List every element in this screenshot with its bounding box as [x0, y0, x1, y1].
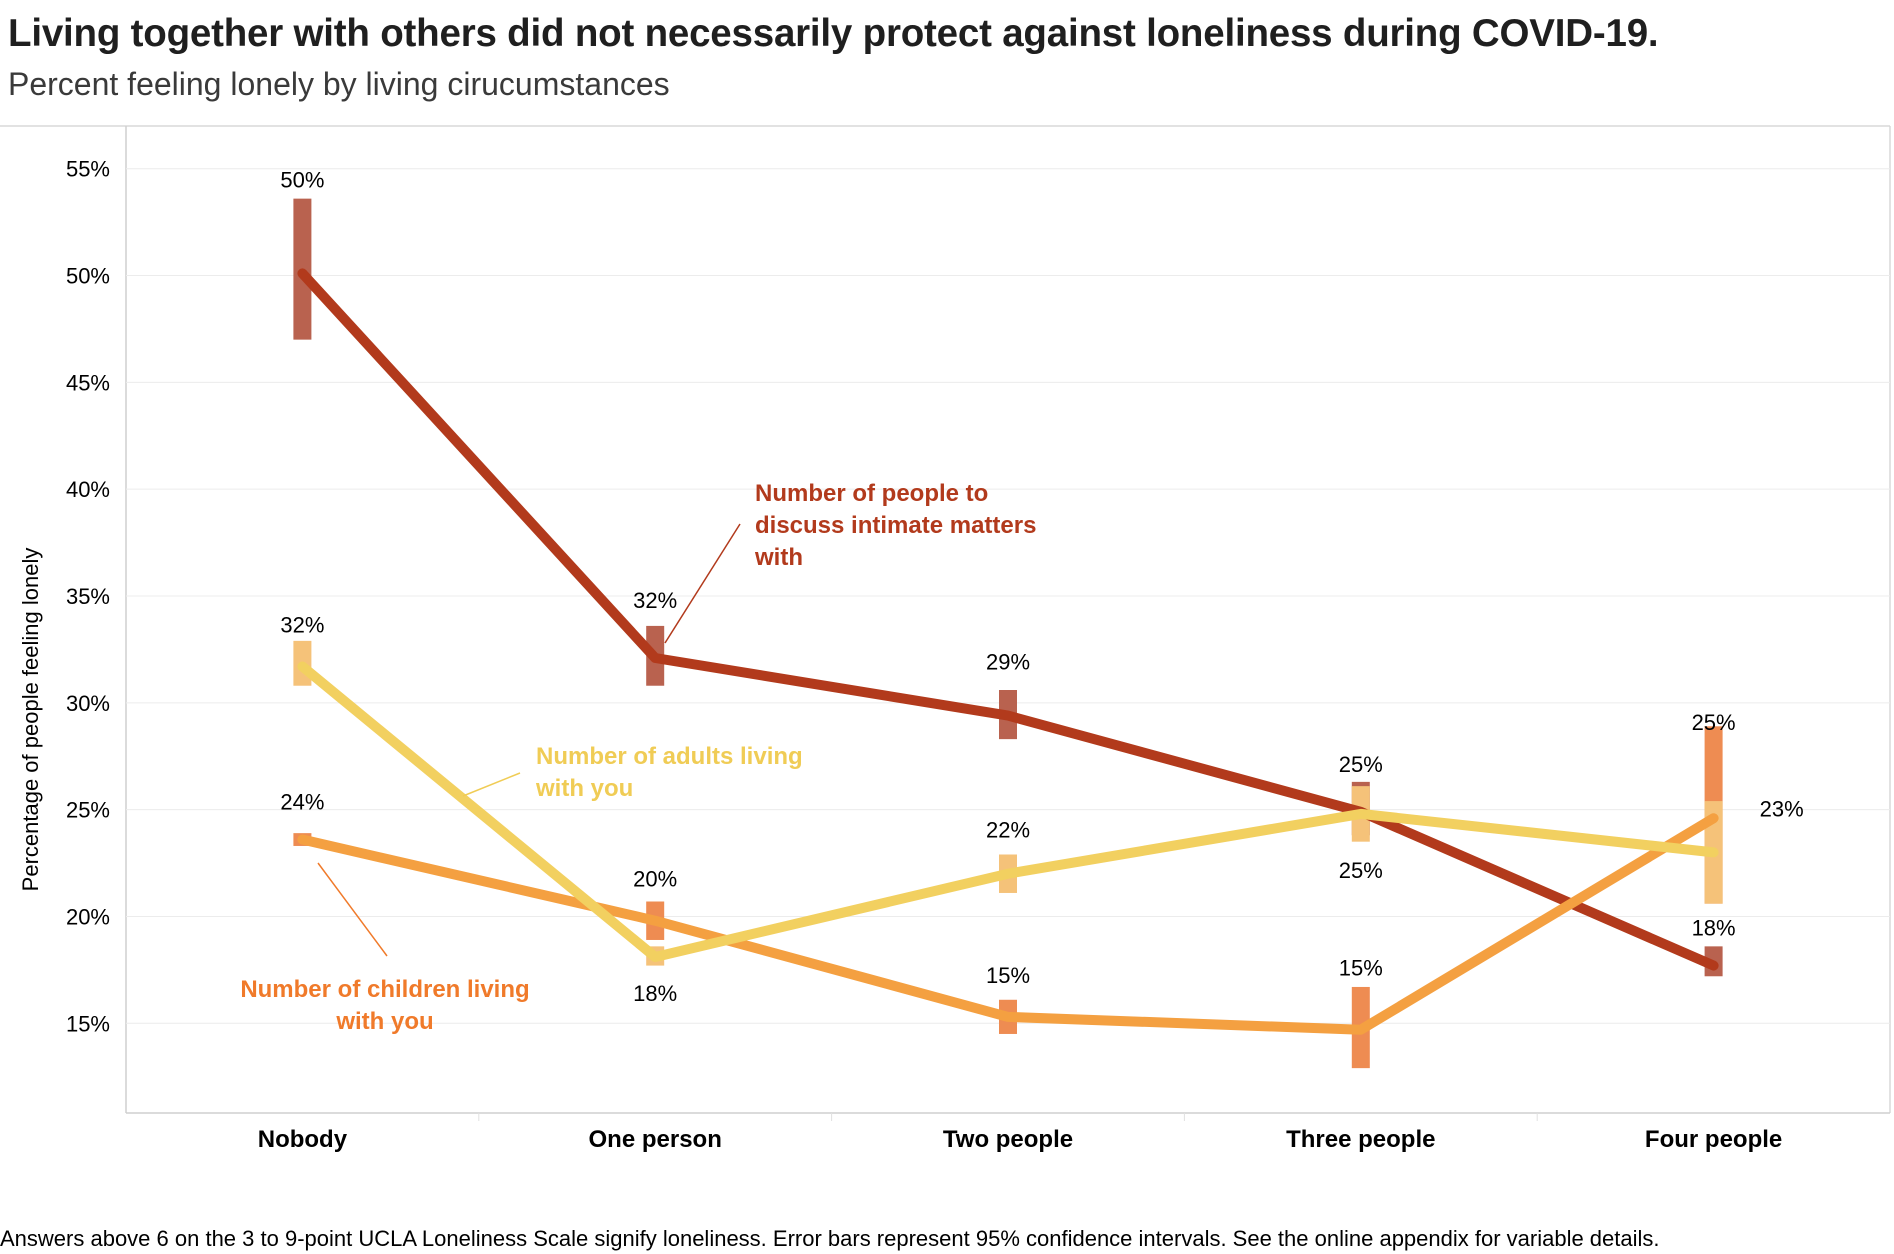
series-label: Number of people to [755, 480, 988, 507]
series-line [297, 661, 1719, 962]
series-line [297, 268, 1719, 971]
data-label: 18% [633, 981, 677, 1006]
y-tick-label: 25% [66, 798, 110, 823]
series-label: with [754, 544, 803, 571]
chart-title: Living together with others did not nece… [8, 12, 1659, 55]
y-tick-label: 15% [66, 1011, 110, 1036]
data-label: 25% [1339, 752, 1383, 777]
data-label: 15% [1339, 956, 1383, 981]
y-tick-label: 50% [66, 264, 110, 289]
leader-line [462, 772, 521, 797]
footnote: Answers above 6 on the 3 to 9-point UCLA… [0, 1226, 1660, 1251]
y-tick-label: 55% [66, 157, 110, 182]
data-label: 24% [280, 790, 324, 815]
series-label: Number of adults living [536, 743, 803, 770]
series-label: Number of children living [240, 976, 529, 1003]
data-label: 25% [1692, 710, 1736, 735]
x-tick-label: One person [589, 1126, 722, 1153]
chart-subtitle: Percent feeling lonely by living cirucum… [8, 66, 670, 102]
series-label: with you [535, 775, 633, 802]
data-label: 15% [986, 963, 1030, 988]
x-tick-label: Three people [1286, 1126, 1435, 1153]
y-tick-label: 30% [66, 691, 110, 716]
data-label: 29% [986, 650, 1030, 675]
y-tick-label: 40% [66, 477, 110, 502]
x-tick-label: Four people [1645, 1126, 1782, 1153]
y-tick-label: 45% [66, 370, 110, 395]
series-label: with you [335, 1008, 433, 1035]
data-label: 22% [986, 818, 1030, 843]
y-tick-label: 35% [66, 584, 110, 609]
data-label: 23% [1760, 796, 1804, 821]
data-label: 18% [1692, 916, 1736, 941]
y-tick-label: 20% [66, 904, 110, 929]
y-axis-title: Percentage of people feeling lonely [18, 548, 43, 892]
series-line [297, 813, 1719, 1035]
data-label: 32% [280, 613, 324, 638]
data-label: 20% [633, 867, 677, 892]
data-label: 50% [280, 167, 324, 192]
data-label: 25% [1339, 858, 1383, 883]
x-tick-label: Two people [943, 1126, 1073, 1153]
x-tick-label: Nobody [258, 1126, 348, 1153]
leader-line [317, 862, 388, 957]
data-label: 32% [633, 588, 677, 613]
series-label: discuss intimate matters [755, 512, 1036, 539]
leader-line [664, 523, 741, 644]
